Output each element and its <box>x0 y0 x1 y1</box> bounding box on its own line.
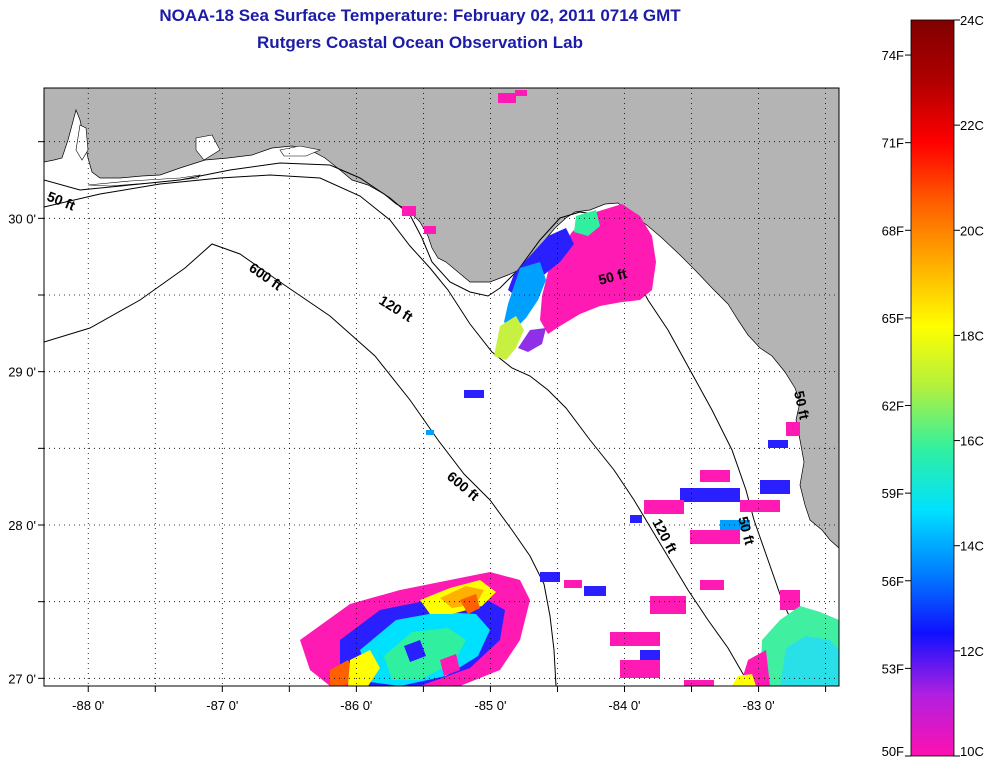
lon-tick-label: -85 0' <box>474 698 506 713</box>
sst-data-layer <box>300 90 839 686</box>
colorbar-celsius-label: 10C <box>960 744 984 759</box>
sst-patch <box>404 640 426 662</box>
sst-patch <box>460 594 480 614</box>
bay-water <box>279 145 322 157</box>
sst-patch <box>684 680 714 686</box>
sst-patch <box>498 93 516 103</box>
map-title: NOAA-18 Sea Surface Temperature: Februar… <box>159 6 681 25</box>
lat-tick-label: 27 0' <box>8 671 36 686</box>
lon-tick-label: -88 0' <box>72 698 104 713</box>
map-frame <box>43 87 840 687</box>
lat-tick-label: 28 0' <box>8 518 36 533</box>
lat-tick-label: 30 0' <box>8 211 36 226</box>
sst-patch <box>630 515 642 523</box>
sst-patch <box>494 316 524 360</box>
sst-patch <box>574 210 600 236</box>
colorbar-celsius-label: 16C <box>960 434 984 449</box>
lon-tick-label: -87 0' <box>206 698 238 713</box>
colorbar-gradient <box>910 19 955 757</box>
map-axes: -88 0' -87 0' -86 0' -85 0' -84 0' -83 0' 30 0… <box>8 141 827 713</box>
sst-patch <box>540 572 560 582</box>
colorbar: 24C 22C 20C 18C 16C 14C 12C 10C 74F 71F 68F 65F 62F 5… <box>882 13 984 759</box>
colorbar-fahrenheit-label: 53F <box>882 661 904 676</box>
sst-patch <box>564 580 582 588</box>
sst-patch <box>464 390 484 398</box>
sst-patch <box>690 530 740 544</box>
contour-600ft <box>44 243 557 686</box>
sst-patch <box>402 206 416 216</box>
sst-patch <box>640 650 660 660</box>
colorbar-celsius-label: 22C <box>960 118 984 133</box>
sst-patch <box>786 422 800 436</box>
sst-patch <box>426 430 434 435</box>
depth-label: 50 ft <box>791 389 813 421</box>
sst-patch <box>504 262 546 330</box>
lat-tick-label: 29 0' <box>8 365 36 380</box>
contour-50ft <box>44 162 831 686</box>
colorbar-fahrenheit-label: 74F <box>882 48 904 63</box>
bay-water <box>195 134 221 161</box>
sst-patch <box>424 226 436 234</box>
colorbar-fahrenheit-label: 65F <box>882 311 904 326</box>
lon-tick-label: -86 0' <box>340 698 372 713</box>
sst-patch <box>740 500 780 512</box>
depth-label: 50 ft <box>597 265 629 288</box>
colorbar-celsius-label: 20C <box>960 223 984 238</box>
sst-patch <box>780 590 800 610</box>
sst-patch <box>768 440 788 448</box>
colorbar-fahrenheit-label: 68F <box>882 223 904 238</box>
colorbar-fahrenheit-label: 59F <box>882 486 904 501</box>
sst-patch <box>518 328 546 352</box>
sst-patch <box>780 636 839 686</box>
colorbar-fahrenheit-label: 62F <box>882 399 904 414</box>
colorbar-celsius-label: 24C <box>960 13 984 28</box>
lon-tick-label: -84 0' <box>608 698 640 713</box>
colorbar-fahrenheit-label: 56F <box>882 574 904 589</box>
land-mass <box>44 88 839 549</box>
lon-tick-label: -83 0' <box>742 698 774 713</box>
colorbar-celsius-label: 14C <box>960 539 984 554</box>
sst-patch <box>680 488 740 502</box>
sst-patch <box>610 632 660 646</box>
sst-patch <box>760 480 790 494</box>
colorbar-fahrenheit-label: 71F <box>882 136 904 151</box>
sst-patch <box>700 470 730 482</box>
sst-patch <box>440 654 460 676</box>
sst-patch <box>650 596 686 614</box>
sst-patch <box>515 90 527 96</box>
colorbar-celsius-label: 12C <box>960 644 984 659</box>
bay-water <box>75 124 89 161</box>
depth-label: 50 ft <box>735 515 758 547</box>
sst-patch <box>700 580 724 590</box>
map-subtitle: Rutgers Coastal Ocean Observation Lab <box>257 33 583 52</box>
sst-patch <box>620 660 660 678</box>
sst-patch <box>584 586 606 596</box>
sst-patch <box>644 500 684 514</box>
colorbar-fahrenheit-label: 50F <box>882 744 904 759</box>
sst-patch <box>732 674 756 686</box>
depth-labels: 50 ft 600 ft 120 ft 50 ft 600 ft 120 ft … <box>45 188 813 556</box>
contour-120ft <box>44 174 751 686</box>
colorbar-celsius-label: 18C <box>960 328 984 343</box>
